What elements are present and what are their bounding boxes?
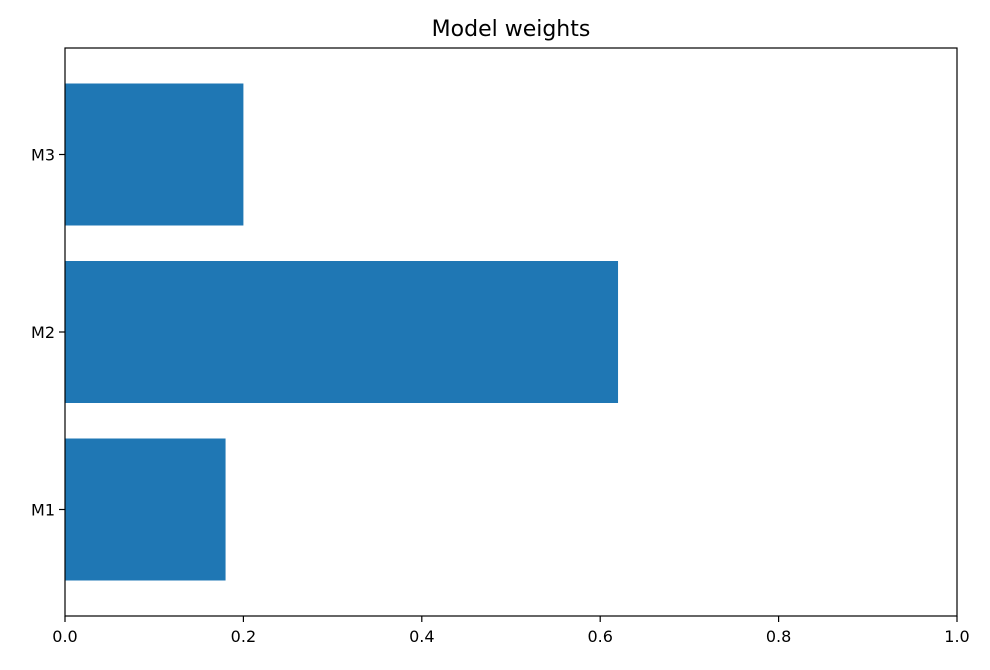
y-tick-label: M2	[31, 323, 55, 342]
bar-m1	[65, 438, 226, 581]
y-tick-label: M1	[31, 501, 55, 520]
x-tick-label: 1.0	[944, 627, 969, 646]
y-axis-ticks: M1 M2 M3	[31, 146, 65, 520]
plot-frame	[64, 47, 958, 617]
bars-group	[65, 83, 619, 581]
x-tick-label: 0.0	[52, 627, 77, 646]
y-tick-label: M3	[31, 146, 55, 165]
x-tick-label: 0.8	[766, 627, 791, 646]
chart-title: Model weights	[432, 17, 591, 42]
x-tick-label: 0.2	[231, 627, 256, 646]
x-tick-label: 0.4	[409, 627, 434, 646]
bar-m2	[65, 261, 619, 403]
x-axis-ticks: 0.0 0.2 0.4 0.6 0.8 1.0	[52, 616, 970, 646]
bar-m3	[65, 83, 244, 226]
x-tick-label: 0.6	[587, 627, 612, 646]
